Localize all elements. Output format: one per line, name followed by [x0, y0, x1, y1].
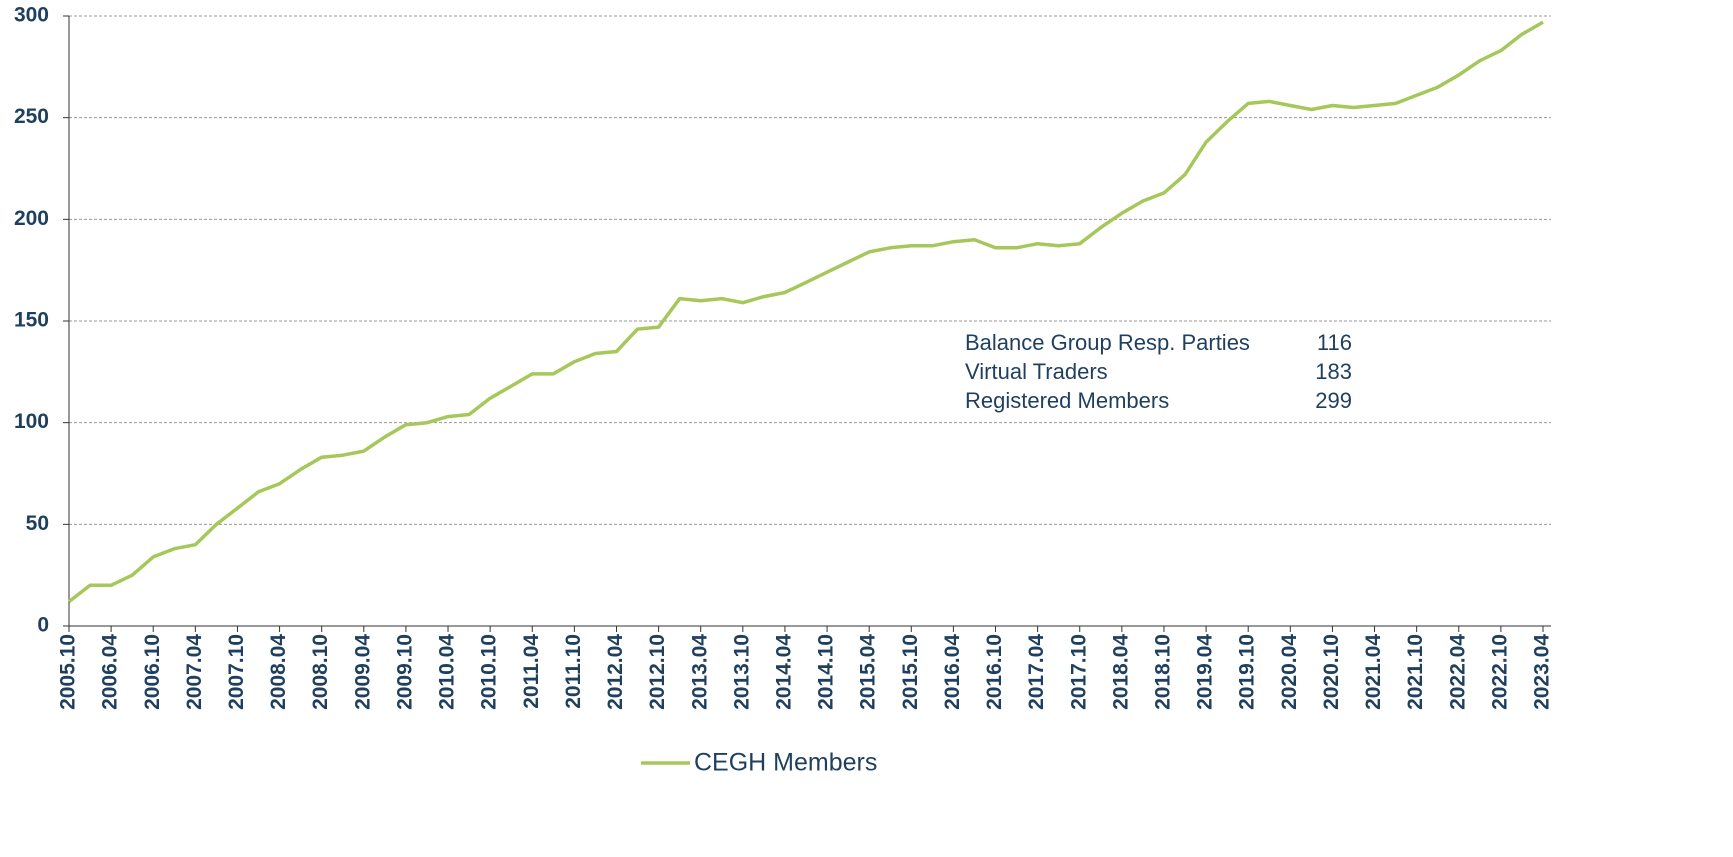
x-tick-label: 2014.04: [772, 634, 795, 710]
x-tick-label: 2014.10: [815, 634, 838, 710]
annotation-value: 116: [1317, 330, 1352, 355]
x-tick-label: 2018.04: [1109, 634, 1132, 710]
x-tick-label: 2016.10: [983, 634, 1006, 710]
x-tick-label: 2023.04: [1531, 634, 1554, 710]
x-tick-label: 2015.04: [857, 634, 880, 710]
x-tick-label: 2013.04: [688, 634, 711, 710]
x-tick-label: 2013.10: [730, 634, 753, 710]
x-tick-label: 2012.10: [646, 634, 669, 710]
x-tick-label: 2011.04: [520, 634, 543, 709]
x-tick-label: 2022.10: [1488, 634, 1511, 710]
x-tick-label: 2010.04: [436, 634, 459, 710]
y-tick-label: 0: [37, 614, 49, 637]
x-tick-label: 2021.04: [1362, 634, 1385, 710]
x-tick-label: 2008.10: [309, 634, 332, 710]
x-tick-label: 2019.10: [1236, 634, 1259, 710]
annotation-value: 183: [1315, 359, 1352, 384]
y-tick-label: 50: [26, 512, 49, 535]
y-tick-label: 250: [14, 105, 49, 128]
annotation-label: Virtual Traders: [965, 359, 1108, 384]
legend-label: CEGH Members: [694, 749, 877, 777]
line: [67, 20, 1544, 603]
x-tick-label: 2012.04: [604, 634, 627, 710]
x-tick-label: 2007.04: [183, 634, 206, 710]
x-tick-label: 2021.10: [1404, 634, 1427, 710]
x-tick-label: 2020.10: [1320, 634, 1343, 710]
x-tick-label: 2020.04: [1278, 634, 1301, 710]
x-tick-label: 2006.04: [99, 634, 122, 710]
x-tick-label: 2016.04: [941, 634, 964, 710]
y-tick-label: 300: [14, 4, 49, 27]
x-tick-label: 2010.10: [478, 634, 501, 710]
y-tick-label: 200: [14, 207, 49, 230]
x-tick-label: 2006.10: [141, 634, 164, 710]
x-tick-label: 2017.04: [1025, 634, 1048, 710]
x-tick-label: 2007.10: [225, 634, 248, 710]
annotation-label: Balance Group Resp. Parties: [965, 330, 1250, 355]
x-tick-label: 2022.04: [1446, 634, 1469, 710]
y-tick-label: 150: [14, 309, 49, 332]
x-tick-label: 2008.04: [267, 634, 290, 710]
annotation-label: Registered Members: [965, 388, 1169, 413]
x-tick-label: 2019.04: [1194, 634, 1217, 710]
x-tick-label: 2009.04: [351, 634, 374, 710]
x-tick-label: 2017.10: [1067, 634, 1090, 710]
x-tick-label: 2011.10: [562, 634, 585, 709]
y-tick-label: 100: [14, 410, 49, 433]
x-tick-label: 2009.10: [393, 634, 416, 710]
annotation-value: 299: [1315, 388, 1352, 413]
x-tick-label: 2005.10: [57, 634, 80, 710]
x-tick-label: 2015.10: [899, 634, 922, 710]
x-tick-label: 2018.10: [1152, 634, 1175, 710]
